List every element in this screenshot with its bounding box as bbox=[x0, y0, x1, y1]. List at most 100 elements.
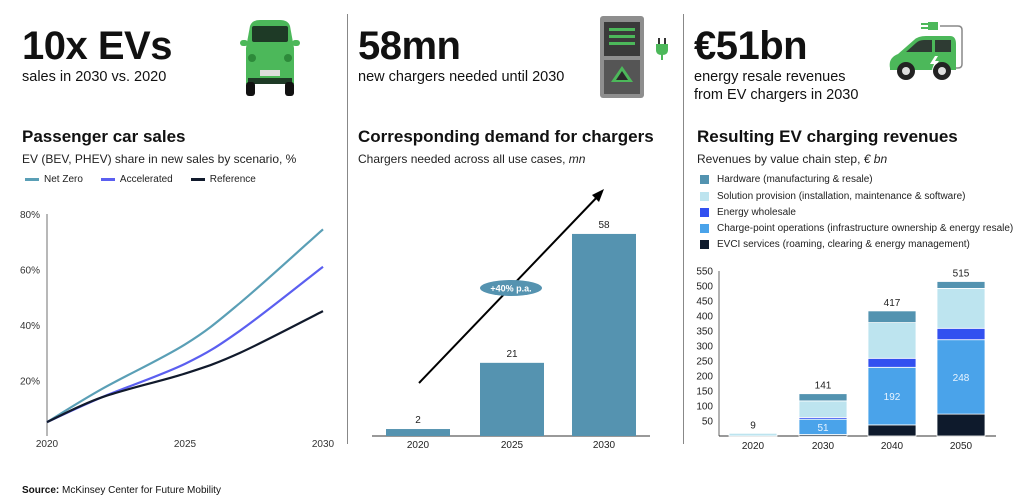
legend-swatch bbox=[700, 192, 709, 201]
line-chart-title: Passenger car sales bbox=[22, 127, 186, 146]
series-line-net-zero bbox=[46, 228, 324, 424]
x-tick-label: 2020 bbox=[407, 440, 430, 451]
legend-swatch bbox=[700, 224, 709, 233]
y-tick-label: 50 bbox=[702, 417, 714, 428]
bar-total-label: 417 bbox=[884, 298, 901, 309]
bar-segment-2040 bbox=[867, 357, 917, 368]
legend-swatch bbox=[25, 178, 39, 181]
y-tick-label: 200 bbox=[696, 372, 713, 383]
bar-segment-2050 bbox=[936, 327, 986, 341]
bar-value-label: 21 bbox=[506, 349, 518, 360]
subtitle-text: Revenues by value chain step, bbox=[697, 152, 864, 166]
y-tick-label: 350 bbox=[696, 327, 713, 338]
bar-segment-2050 bbox=[936, 413, 986, 437]
legend-swatch bbox=[700, 208, 709, 217]
bar-value-label: 58 bbox=[598, 220, 610, 231]
bar-segment-2040 bbox=[867, 322, 917, 359]
x-tick-label: 2050 bbox=[950, 441, 973, 452]
line-chart-legend: Net Zero Accelerated Reference bbox=[25, 174, 256, 185]
legend-label: Charge-point operations (infrastructure … bbox=[717, 223, 1014, 234]
legend-label: Energy wholesale bbox=[717, 207, 796, 218]
source-note: Source: McKinsey Center for Future Mobil… bbox=[22, 485, 221, 496]
revenues-caption-line2: from EV chargers in 2030 bbox=[694, 87, 859, 103]
x-tick-label: 2030 bbox=[812, 441, 835, 452]
x-tick-label: 2020 bbox=[742, 441, 765, 452]
legend-item: Hardware (manufacturing & resale) bbox=[700, 174, 873, 185]
y-tick-label: 100 bbox=[696, 402, 713, 413]
legend-label: EVCI services (roaming, clearing & energ… bbox=[717, 239, 970, 250]
series-line-reference bbox=[46, 310, 324, 424]
legend-label: Hardware (manufacturing & resale) bbox=[717, 174, 873, 185]
bar-2025 bbox=[480, 362, 544, 436]
legend-item: Charge-point operations (infrastructure … bbox=[700, 223, 1013, 234]
source-text: McKinsey Center for Future Mobility bbox=[59, 485, 221, 496]
segment-value-label: 248 bbox=[953, 373, 970, 384]
bar-total-label: 515 bbox=[953, 269, 970, 280]
source-label: Source: bbox=[22, 485, 60, 496]
y-tick-label: 500 bbox=[696, 282, 713, 293]
legend-swatch bbox=[700, 175, 709, 184]
y-tick-label: 250 bbox=[696, 357, 713, 368]
y-tick-label: 20% bbox=[20, 377, 40, 388]
y-tick-label: 40% bbox=[20, 321, 40, 332]
y-tick-label: 400 bbox=[696, 312, 713, 323]
chargers-caption: new chargers needed until 2030 bbox=[358, 69, 565, 85]
ev-car-plug-icon bbox=[888, 16, 1018, 91]
bar-segment-2040 bbox=[867, 310, 917, 323]
bar-segment-2040 bbox=[867, 424, 917, 437]
evs-caption: sales in 2030 vs. 2020 bbox=[22, 69, 167, 85]
legend-label: Reference bbox=[209, 174, 256, 185]
growth-badge-label: +40% p.a. bbox=[490, 284, 531, 294]
legend-item: Energy wholesale bbox=[700, 207, 796, 218]
legend-swatch bbox=[190, 178, 205, 181]
bar-segment-2020 bbox=[728, 432, 778, 437]
bar-segment-2030 bbox=[798, 400, 848, 418]
chargers-headline: 58mn bbox=[358, 24, 461, 68]
x-tick-label: 2040 bbox=[881, 441, 904, 452]
revenues-headline: €51bn bbox=[694, 24, 808, 68]
x-tick-label: 2025 bbox=[501, 440, 524, 451]
bar-segment-2050 bbox=[936, 281, 986, 289]
bar-2030 bbox=[572, 233, 636, 436]
bar-segment-2030 bbox=[798, 393, 848, 402]
bar-segment-2050 bbox=[936, 287, 986, 329]
y-tick-label: 60% bbox=[20, 266, 40, 277]
legend-item: EVCI services (roaming, clearing & energ… bbox=[700, 239, 970, 250]
plug-icon bbox=[656, 38, 668, 65]
bar-segment-2040 bbox=[867, 366, 917, 426]
y-tick-label: 550 bbox=[696, 267, 713, 278]
charging-station-icon bbox=[600, 16, 644, 103]
segment-value-label: 51 bbox=[817, 423, 829, 434]
legend-label: Net Zero bbox=[44, 174, 83, 185]
y-tick-label: 150 bbox=[696, 387, 713, 398]
legend-swatch bbox=[700, 240, 709, 249]
segment-value-label: 192 bbox=[884, 392, 901, 403]
legend-swatch bbox=[100, 178, 115, 181]
car-front-icon bbox=[238, 18, 302, 103]
legend-item: Solution provision (installation, mainte… bbox=[700, 191, 965, 202]
divider bbox=[683, 14, 684, 444]
arrow-head-icon bbox=[592, 189, 604, 202]
revenues-caption-line1: energy resale revenues bbox=[694, 69, 846, 85]
x-tick-label: 2025 bbox=[174, 439, 197, 450]
bar-total-label: 9 bbox=[750, 420, 756, 431]
bar-segment-2050 bbox=[936, 339, 986, 415]
legend-item: Net Zero bbox=[25, 174, 83, 185]
x-tick-label: 2030 bbox=[312, 439, 335, 450]
x-tick-label: 2030 bbox=[593, 440, 616, 451]
y-tick-label: 450 bbox=[696, 297, 713, 308]
subtitle-unit: mn bbox=[568, 152, 586, 166]
legend-item: Accelerated bbox=[100, 174, 173, 185]
bar-chart-title: Corresponding demand for chargers bbox=[358, 127, 654, 146]
line-chart-subtitle: EV (BEV, PHEV) share in new sales by sce… bbox=[22, 152, 297, 166]
stacked-chart-title: Resulting EV charging revenues bbox=[697, 127, 958, 146]
bar-chart-subtitle: Chargers needed across all use cases, mn bbox=[358, 152, 585, 166]
bar-2020 bbox=[386, 429, 450, 436]
legend-label: Accelerated bbox=[119, 174, 173, 185]
growth-badge bbox=[480, 280, 542, 296]
stacked-chart-subtitle: Revenues by value chain step, € bn bbox=[697, 152, 887, 166]
evs-headline: 10x EVs bbox=[22, 24, 172, 68]
legend-label: Solution provision (installation, mainte… bbox=[717, 191, 966, 202]
subtitle-unit: € bn bbox=[863, 152, 888, 166]
